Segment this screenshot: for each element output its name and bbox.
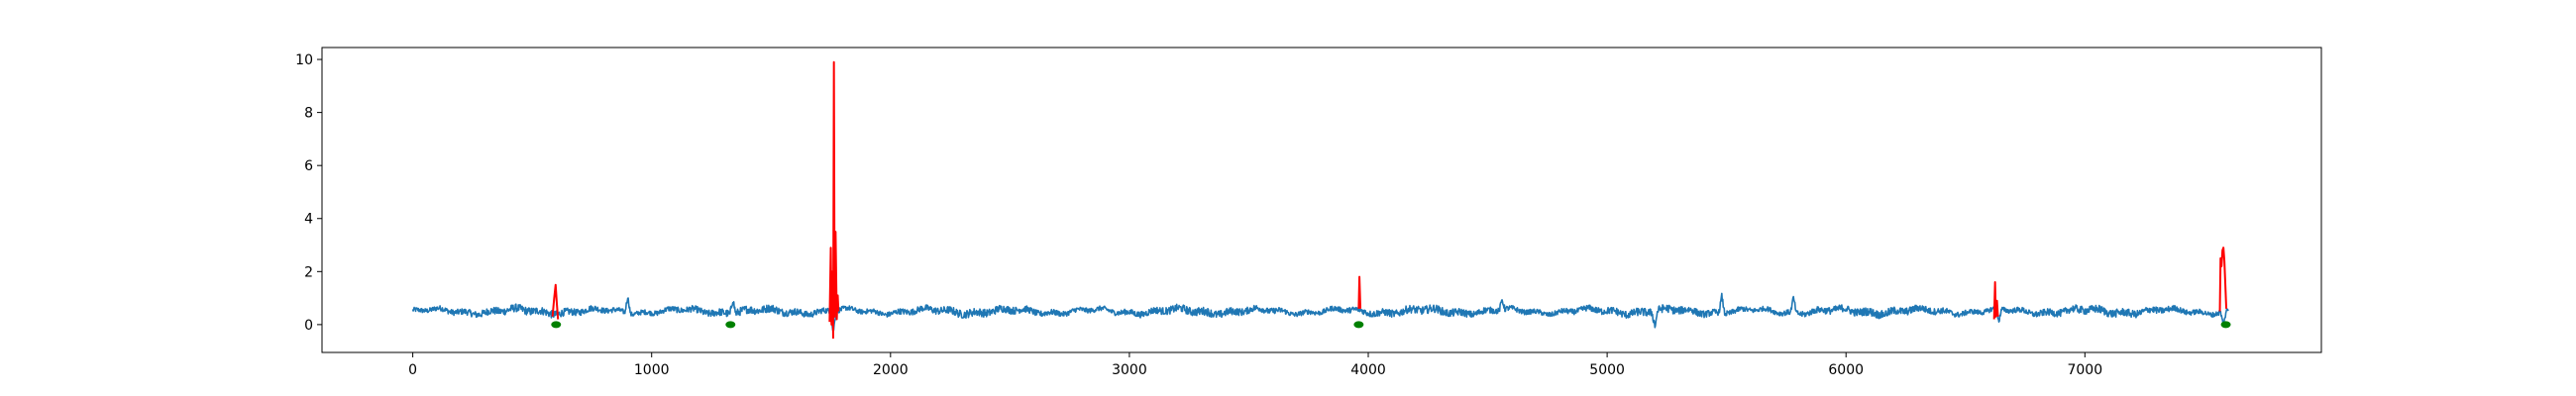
axis-layer: 0 1000 2000 3000 4000 5000 6000 7000 0 2 4 6 8 10: [295, 52, 2102, 378]
x-tick-label-5: 5000: [1589, 362, 1625, 378]
x-tick-label-0: 0: [408, 362, 417, 378]
marker-point-0: [551, 321, 562, 329]
anomaly-segment-4: [2218, 247, 2228, 312]
plot-layer: [411, 60, 2231, 340]
marker-point-3: [2220, 321, 2231, 329]
plot-frame: [321, 47, 2322, 353]
x-tick-label-4: 4000: [1350, 362, 1386, 378]
x-tick-label-6: 6000: [1828, 362, 1864, 378]
anomaly-segment-3: [1992, 281, 1999, 320]
anomaly-segment-0: [551, 283, 560, 320]
y-tick-label-5: 10: [295, 52, 313, 68]
anomaly-segment-1: [828, 60, 840, 340]
x-tick-label-3: 3000: [1112, 362, 1147, 378]
y-tick-label-2: 4: [304, 212, 313, 228]
y-tick-label-0: 0: [304, 318, 313, 334]
y-tick-label-4: 8: [304, 106, 313, 122]
series-signal-line: [411, 292, 2229, 333]
x-tick-label-7: 7000: [2067, 362, 2102, 378]
x-tick-label-2: 2000: [873, 362, 909, 378]
y-tick-label-1: 2: [304, 264, 313, 280]
anomaly-segment-2: [1357, 275, 1362, 309]
marker-point-2: [1353, 321, 1364, 329]
x-tick-label-1: 1000: [634, 362, 670, 378]
marker-point-1: [725, 321, 736, 329]
y-tick-label-3: 6: [304, 158, 313, 174]
